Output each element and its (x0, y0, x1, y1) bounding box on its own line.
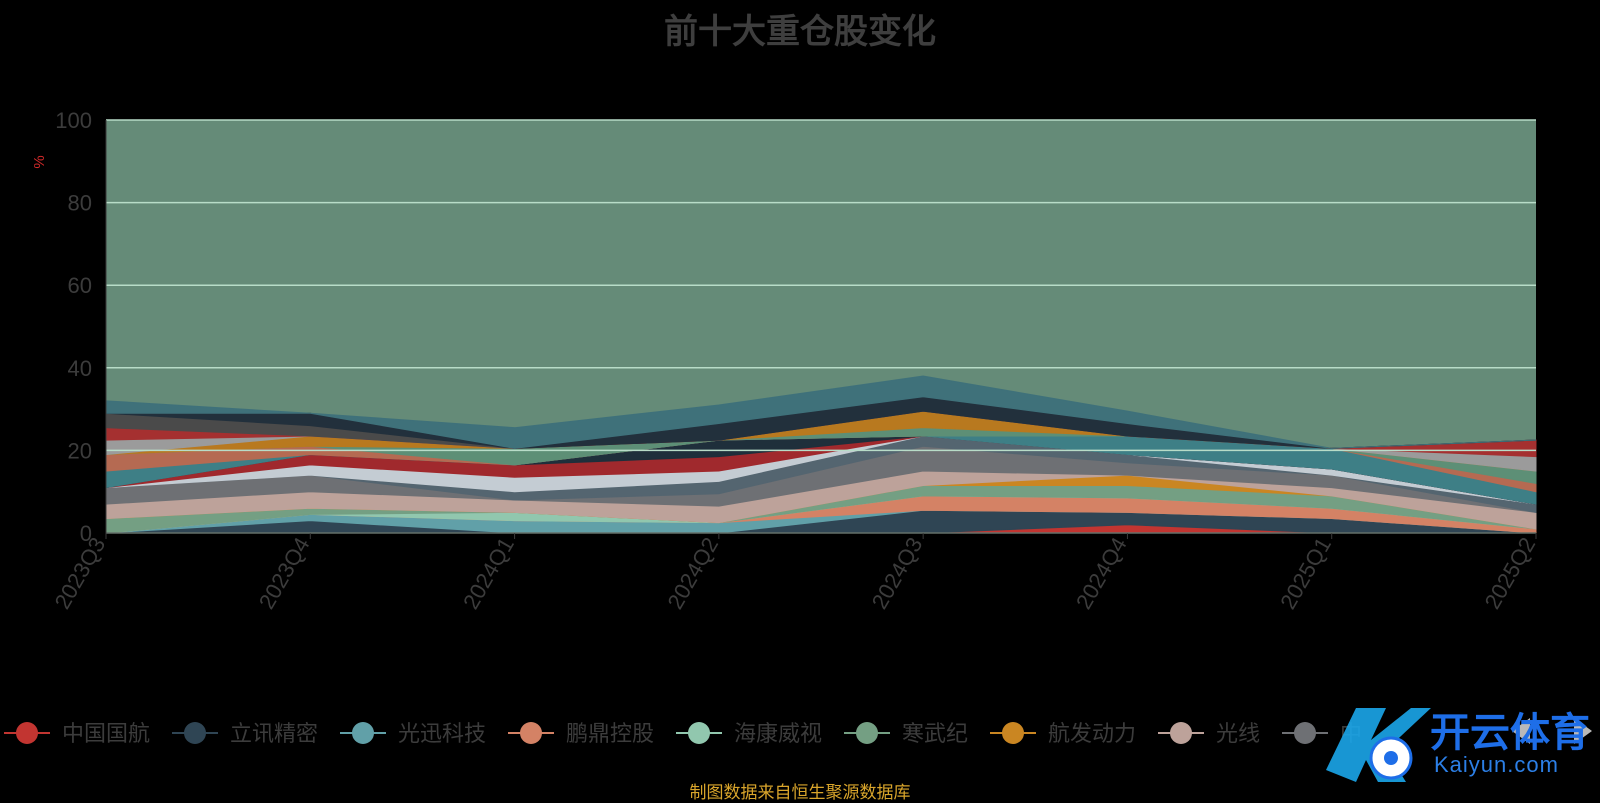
y-tick-label: 40 (68, 356, 92, 381)
x-tick-label: 2024Q2 (662, 533, 723, 613)
x-tick-label: 2025Q1 (1275, 533, 1336, 613)
y-axis-label: % (31, 155, 48, 168)
y-tick-label: 100 (55, 108, 92, 133)
watermark-name: 开云体育 (1430, 711, 1590, 755)
legend-label: 中国国航 (62, 721, 150, 746)
legend: 中国国航立讯精密光迅科技鹏鼎控股海康威视寒武纪航发动力光线中 (4, 721, 1362, 746)
y-tick-label: 60 (68, 273, 92, 298)
legend-marker-icon (352, 722, 374, 744)
legend-item-2[interactable]: 光迅科技 (340, 721, 486, 746)
legend-next-page-icon[interactable] (1574, 718, 1592, 744)
legend-label: 光迅科技 (398, 721, 486, 746)
legend-label: 光线 (1216, 721, 1260, 746)
y-tick-label: 0 (80, 521, 92, 546)
x-tick-label: 2024Q3 (867, 533, 928, 613)
legend-item-4[interactable]: 海康威视 (676, 721, 822, 746)
legend-prev-page-icon[interactable] (1512, 718, 1530, 744)
kaiyun-logo-icon (1326, 708, 1431, 782)
x-tick-label: 2024Q1 (458, 533, 519, 613)
y-tick-label: 20 (68, 438, 92, 463)
legend-marker-icon (856, 722, 878, 744)
legend-marker-icon (1294, 722, 1316, 744)
legend-marker-icon (1002, 722, 1024, 744)
legend-marker-icon (16, 722, 38, 744)
legend-marker-icon (688, 722, 710, 744)
area-series-21[interactable] (105, 375, 1537, 449)
legend-label: 航发动力 (1048, 721, 1136, 746)
legend-label: 海康威视 (734, 721, 822, 746)
legend-label: 鹏鼎控股 (566, 721, 654, 746)
y-axis: 0 20 40 60 80 100 (55, 108, 107, 546)
legend-item-5[interactable]: 寒武纪 (844, 721, 968, 746)
x-tick-label: 2025Q2 (1480, 533, 1541, 613)
chart-title: 前十大重仓股变化 (664, 13, 936, 51)
y-tick-label: 80 (68, 191, 92, 216)
watermark-domain: Kaiyun.com (1434, 752, 1559, 777)
x-axis: 2023Q3 2023Q4 2024Q1 2024Q2 2024Q3 2024Q4 2025… (50, 532, 1541, 613)
legend-item-7[interactable]: 光线 (1158, 721, 1260, 746)
legend-marker-icon (520, 722, 542, 744)
area-series-group (105, 375, 1537, 534)
legend-label: 立讯精密 (230, 721, 318, 746)
legend-item-6[interactable]: 航发动力 (990, 721, 1136, 746)
kaiyun-watermark-logo: 开云体育 Kaiyun.com (1316, 700, 1600, 790)
x-tick-label: 2023Q4 (254, 533, 315, 613)
legend-item-1[interactable]: 立讯精密 (172, 721, 318, 746)
x-tick-label: 2024Q4 (1071, 533, 1132, 613)
legend-label: 寒武纪 (902, 721, 968, 746)
source-note: 制图数据来自恒生聚源数据库 (689, 783, 911, 802)
legend-item-0[interactable]: 中国国航 (4, 721, 150, 746)
legend-marker-icon (184, 722, 206, 744)
legend-marker-icon (1170, 722, 1192, 744)
legend-item-3[interactable]: 鹏鼎控股 (508, 721, 654, 746)
